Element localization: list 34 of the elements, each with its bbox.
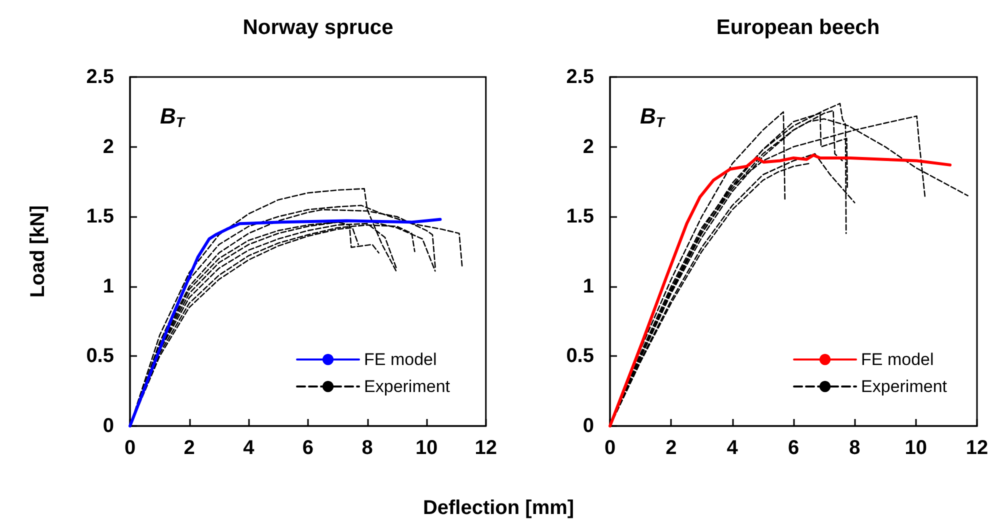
legend-label: FE model [364,350,437,369]
x-tick-label: 4 [243,437,256,459]
x-tick-label: 10 [904,437,927,459]
y-tick-label: 1 [582,275,594,298]
x-tick-label: 12 [474,437,497,459]
y-tick-label: 1.5 [86,206,114,228]
x-tick-label: 2 [666,437,677,459]
legend-label: Experiment [861,377,948,396]
chart-title: Norway spruce [242,16,394,39]
legend-label: Experiment [364,377,450,396]
x-tick-label: 6 [788,437,800,459]
y-tick-label: 0 [102,415,114,437]
y-tick-label: 0.5 [86,345,114,368]
y-axis-title: Load [kN] [27,205,49,298]
x-tick-label: 0 [604,437,616,459]
x-tick-label: 2 [184,437,195,459]
legend-label: FE model [861,350,934,369]
y-tick-label: 1 [102,275,114,298]
x-tick-label: 10 [415,437,438,459]
y-tick-label: 2.5 [86,66,114,88]
y-tick-label: 2 [102,136,114,158]
x-tick-label: 4 [726,437,739,459]
x-axis-title: Deflection [mm] [422,497,576,520]
x-tick-label: 0 [124,437,136,459]
chart-title: European beech [716,16,880,39]
y-tick-label: 1.5 [566,206,594,228]
y-tick-label: 0.5 [566,345,594,368]
y-tick-label: 2 [582,136,594,158]
y-tick-label: 2.5 [566,66,594,88]
x-tick-label: 8 [849,437,860,459]
x-tick-label: 6 [302,437,314,459]
y-tick-label: 0 [582,415,594,437]
x-tick-label: 8 [362,437,373,459]
x-tick-label: 12 [966,437,988,459]
